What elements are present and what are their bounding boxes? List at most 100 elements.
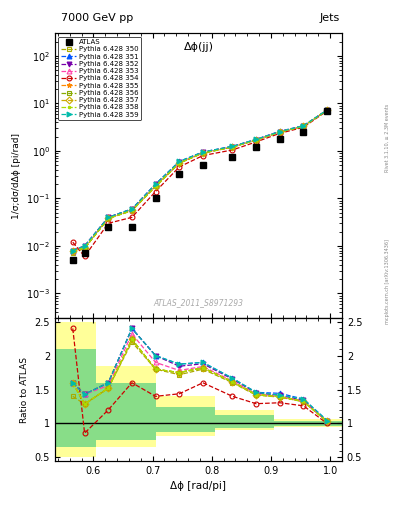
Pythia 6.428 357 bbox=[70, 247, 75, 253]
Pythia 6.428 353 bbox=[70, 247, 75, 253]
Pythia 6.428 351 bbox=[230, 143, 235, 150]
Pythia 6.428 355 bbox=[130, 207, 134, 214]
Pythia 6.428 352 bbox=[106, 215, 110, 221]
Pythia 6.428 353 bbox=[325, 107, 329, 113]
Pythia 6.428 358 bbox=[277, 129, 282, 135]
Y-axis label: 1/σ;dσ/dΔϕ [pi/rad]: 1/σ;dσ/dΔϕ [pi/rad] bbox=[12, 133, 20, 219]
Pythia 6.428 358 bbox=[106, 216, 110, 222]
Pythia 6.428 359 bbox=[230, 143, 235, 150]
Pythia 6.428 354 bbox=[70, 239, 75, 245]
Pythia 6.428 359 bbox=[325, 107, 329, 113]
Pythia 6.428 355 bbox=[277, 129, 282, 135]
Pythia 6.428 357 bbox=[106, 216, 110, 222]
Pythia 6.428 350 bbox=[177, 160, 182, 166]
Pythia 6.428 358 bbox=[82, 245, 87, 251]
Pythia 6.428 356 bbox=[277, 129, 282, 135]
Pythia 6.428 353 bbox=[230, 144, 235, 150]
Pythia 6.428 350 bbox=[254, 137, 259, 143]
Pythia 6.428 358 bbox=[254, 137, 259, 143]
ATLAS bbox=[82, 250, 87, 257]
Pythia 6.428 356 bbox=[301, 123, 306, 130]
Pythia 6.428 355 bbox=[177, 160, 182, 166]
Pythia 6.428 359 bbox=[254, 136, 259, 142]
Pythia 6.428 352 bbox=[177, 159, 182, 165]
Pythia 6.428 352 bbox=[82, 243, 87, 249]
Pythia 6.428 356 bbox=[200, 150, 205, 156]
Pythia 6.428 356 bbox=[70, 247, 75, 253]
Pythia 6.428 355 bbox=[325, 107, 329, 113]
Pythia 6.428 351 bbox=[82, 243, 87, 249]
ATLAS bbox=[177, 172, 182, 178]
Pythia 6.428 350 bbox=[325, 107, 329, 113]
Pythia 6.428 358 bbox=[130, 207, 134, 214]
Line: Pythia 6.428 352: Pythia 6.428 352 bbox=[70, 108, 330, 253]
Pythia 6.428 357 bbox=[130, 207, 134, 214]
Pythia 6.428 358 bbox=[230, 144, 235, 150]
Pythia 6.428 359 bbox=[277, 129, 282, 135]
Pythia 6.428 351 bbox=[325, 107, 329, 113]
Pythia 6.428 355 bbox=[70, 247, 75, 253]
Pythia 6.428 350 bbox=[130, 208, 134, 214]
Pythia 6.428 357 bbox=[301, 123, 306, 130]
Line: Pythia 6.428 354: Pythia 6.428 354 bbox=[70, 109, 330, 259]
ATLAS bbox=[277, 136, 282, 142]
Pythia 6.428 353 bbox=[130, 207, 134, 213]
Pythia 6.428 359 bbox=[106, 215, 110, 221]
ATLAS bbox=[301, 129, 306, 135]
Pythia 6.428 354 bbox=[130, 215, 134, 221]
Pythia 6.428 350 bbox=[70, 250, 75, 257]
Pythia 6.428 350 bbox=[230, 144, 235, 150]
ATLAS bbox=[70, 257, 75, 263]
Pythia 6.428 353 bbox=[153, 182, 158, 188]
Text: Jets: Jets bbox=[320, 13, 340, 23]
Pythia 6.428 350 bbox=[200, 150, 205, 156]
Pythia 6.428 351 bbox=[301, 123, 306, 129]
Pythia 6.428 355 bbox=[230, 144, 235, 150]
Text: 7000 GeV pp: 7000 GeV pp bbox=[61, 13, 133, 23]
Pythia 6.428 357 bbox=[277, 129, 282, 135]
Pythia 6.428 351 bbox=[153, 181, 158, 187]
Pythia 6.428 355 bbox=[254, 137, 259, 143]
Pythia 6.428 354 bbox=[277, 130, 282, 136]
Pythia 6.428 358 bbox=[177, 160, 182, 166]
Pythia 6.428 355 bbox=[106, 216, 110, 222]
Text: mcplots.cern.ch [arXiv:1306.3436]: mcplots.cern.ch [arXiv:1306.3436] bbox=[385, 239, 390, 324]
Pythia 6.428 355 bbox=[301, 123, 306, 130]
Pythia 6.428 356 bbox=[106, 216, 110, 222]
ATLAS bbox=[325, 108, 329, 114]
Pythia 6.428 357 bbox=[153, 183, 158, 189]
Pythia 6.428 354 bbox=[177, 164, 182, 170]
Pythia 6.428 357 bbox=[230, 144, 235, 150]
Pythia 6.428 350 bbox=[277, 129, 282, 135]
Pythia 6.428 358 bbox=[70, 247, 75, 253]
Pythia 6.428 353 bbox=[200, 150, 205, 156]
Pythia 6.428 354 bbox=[82, 253, 87, 260]
Pythia 6.428 350 bbox=[106, 216, 110, 222]
Pythia 6.428 356 bbox=[130, 207, 134, 214]
ATLAS bbox=[106, 224, 110, 230]
Line: Pythia 6.428 350: Pythia 6.428 350 bbox=[70, 108, 330, 255]
Pythia 6.428 352 bbox=[130, 206, 134, 212]
Pythia 6.428 352 bbox=[277, 129, 282, 135]
Pythia 6.428 354 bbox=[301, 124, 306, 131]
X-axis label: Δϕ [rad/pi]: Δϕ [rad/pi] bbox=[171, 481, 226, 491]
Pythia 6.428 353 bbox=[82, 243, 87, 249]
ATLAS bbox=[200, 162, 205, 168]
Pythia 6.428 357 bbox=[82, 245, 87, 251]
Pythia 6.428 354 bbox=[153, 188, 158, 195]
Pythia 6.428 354 bbox=[200, 153, 205, 159]
Line: Pythia 6.428 355: Pythia 6.428 355 bbox=[70, 108, 330, 253]
Pythia 6.428 357 bbox=[325, 107, 329, 113]
Text: ATLAS_2011_S8971293: ATLAS_2011_S8971293 bbox=[153, 298, 244, 307]
Pythia 6.428 353 bbox=[106, 215, 110, 221]
Pythia 6.428 359 bbox=[200, 149, 205, 155]
Pythia 6.428 354 bbox=[106, 220, 110, 226]
Line: Pythia 6.428 353: Pythia 6.428 353 bbox=[70, 108, 330, 253]
Pythia 6.428 355 bbox=[200, 150, 205, 156]
Pythia 6.428 352 bbox=[200, 149, 205, 155]
Pythia 6.428 352 bbox=[254, 137, 259, 143]
Pythia 6.428 351 bbox=[200, 149, 205, 155]
Pythia 6.428 355 bbox=[82, 245, 87, 251]
Pythia 6.428 356 bbox=[177, 160, 182, 166]
Line: Pythia 6.428 351: Pythia 6.428 351 bbox=[70, 108, 330, 253]
